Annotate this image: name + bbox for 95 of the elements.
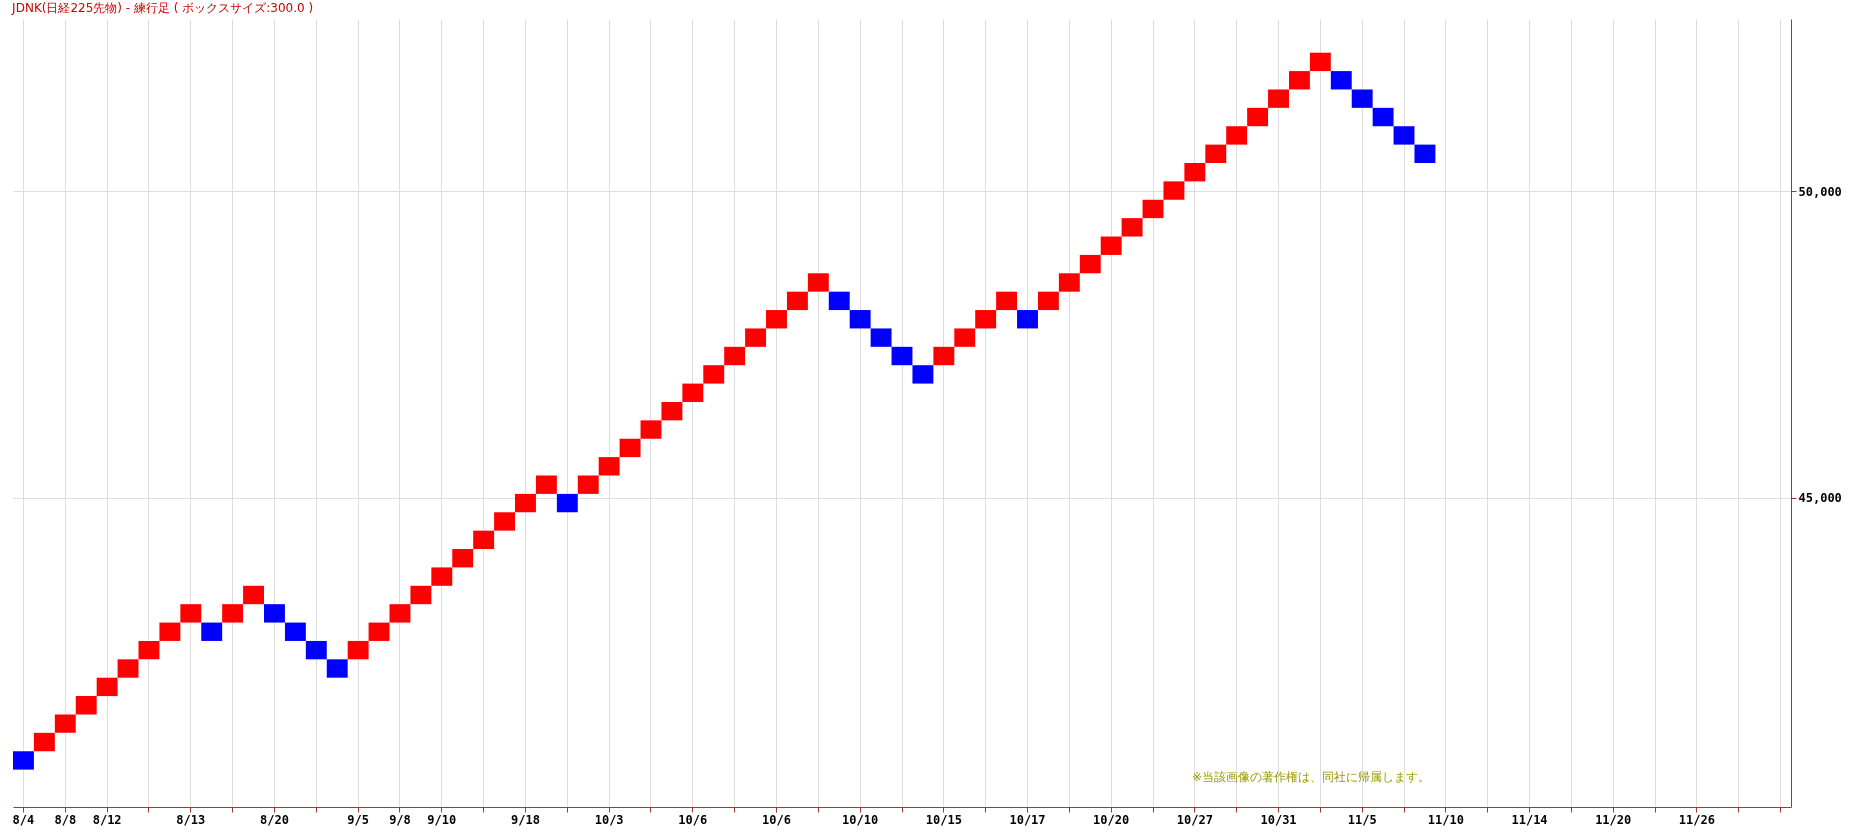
x-tick-label: 10/15 (925, 812, 962, 827)
bar (138, 640, 160, 660)
bar (243, 585, 265, 605)
bar (180, 604, 202, 623)
bar (13, 751, 34, 770)
bar (117, 659, 139, 678)
bar (682, 383, 704, 402)
x-tick-label: 10/27 (1176, 812, 1213, 827)
bar (1017, 310, 1038, 329)
bar (598, 457, 620, 476)
x-tick-label: 11/5 (1347, 812, 1377, 827)
bar (535, 475, 557, 494)
bar (222, 604, 244, 623)
bar (201, 622, 223, 641)
bar (870, 328, 892, 347)
bar (849, 310, 871, 329)
bar (1226, 126, 1248, 145)
bar (556, 493, 578, 513)
x-tick-label: 9/5 (347, 812, 369, 827)
bar (1330, 71, 1352, 90)
bar (1100, 236, 1122, 255)
x-tick-label: 8/12 (92, 812, 122, 827)
bar (1247, 107, 1269, 127)
bar (996, 291, 1018, 311)
bar (1142, 199, 1164, 219)
x-tick-label: 8/8 (54, 812, 77, 827)
bar (431, 567, 453, 586)
bar (1288, 71, 1310, 90)
bar (326, 659, 348, 678)
x-tick-label: 8/20 (260, 812, 289, 827)
bar (159, 622, 181, 641)
bar (703, 365, 725, 384)
bar (389, 604, 411, 623)
bar (1393, 126, 1415, 145)
bar (75, 696, 97, 715)
bar (410, 585, 432, 605)
x-tick-label: 10/3 (594, 812, 624, 827)
bar (891, 346, 913, 366)
bar (828, 291, 850, 311)
x-tick-label: 11/20 (1595, 812, 1632, 827)
annotation: ※当該画像の著作権は、同社に帰属します。 (1191, 770, 1430, 784)
bar (1079, 254, 1101, 274)
bar (494, 512, 516, 531)
bar (54, 714, 76, 733)
x-tick-label: 8/4 (12, 812, 35, 827)
x-tick-label: 9/18 (511, 812, 540, 827)
bar (766, 310, 787, 329)
bar (1058, 273, 1080, 292)
bar (619, 438, 641, 458)
bar (661, 401, 683, 421)
x-tick-label: 11/26 (1678, 812, 1715, 827)
bar (577, 475, 599, 494)
bar (1414, 144, 1436, 163)
bar (1205, 144, 1227, 163)
x-tick-label: 8/13 (176, 812, 206, 827)
bar (1372, 107, 1394, 127)
x-tick-label: 10/31 (1260, 812, 1297, 827)
bar (724, 346, 746, 366)
x-tick-label: 10/6 (762, 812, 791, 827)
bar (1351, 89, 1373, 108)
y-tick-label: 45,000 (1798, 491, 1842, 506)
bar (1268, 89, 1289, 108)
bar (96, 677, 118, 697)
x-tick-label: 10/6 (678, 812, 708, 827)
bar (954, 328, 976, 347)
bar (284, 622, 306, 641)
bar (347, 640, 369, 660)
bar (1309, 52, 1331, 72)
bar (912, 365, 934, 384)
x-tick-label: 11/14 (1511, 812, 1548, 827)
y-tick-label: 50,000 (1798, 184, 1842, 199)
x-tick-label: 10/17 (1009, 812, 1046, 827)
x-tick-label: 10/10 (842, 812, 879, 827)
chart-title: JDNK(日経225先物) - 練行足 ( ボックスサイズ:300.0 ) (11, 1, 314, 15)
bar (1121, 218, 1143, 237)
bar (807, 273, 829, 292)
x-tick-label: 9/8 (389, 812, 411, 827)
bar (975, 310, 997, 329)
bar (1184, 163, 1206, 182)
x-tick-label: 11/10 (1427, 812, 1464, 827)
bar (745, 328, 767, 347)
bar (33, 732, 55, 752)
bar (1037, 291, 1059, 311)
bar (473, 530, 495, 550)
bar (452, 549, 474, 568)
bar (368, 622, 390, 641)
bar (515, 493, 536, 513)
bar (640, 420, 662, 439)
bar (1163, 181, 1185, 200)
bar (933, 346, 955, 366)
bar (786, 291, 808, 311)
bar (305, 640, 327, 660)
x-tick-label: 9/10 (427, 812, 457, 827)
x-tick-label: 10/20 (1093, 812, 1130, 827)
bar (264, 604, 285, 623)
